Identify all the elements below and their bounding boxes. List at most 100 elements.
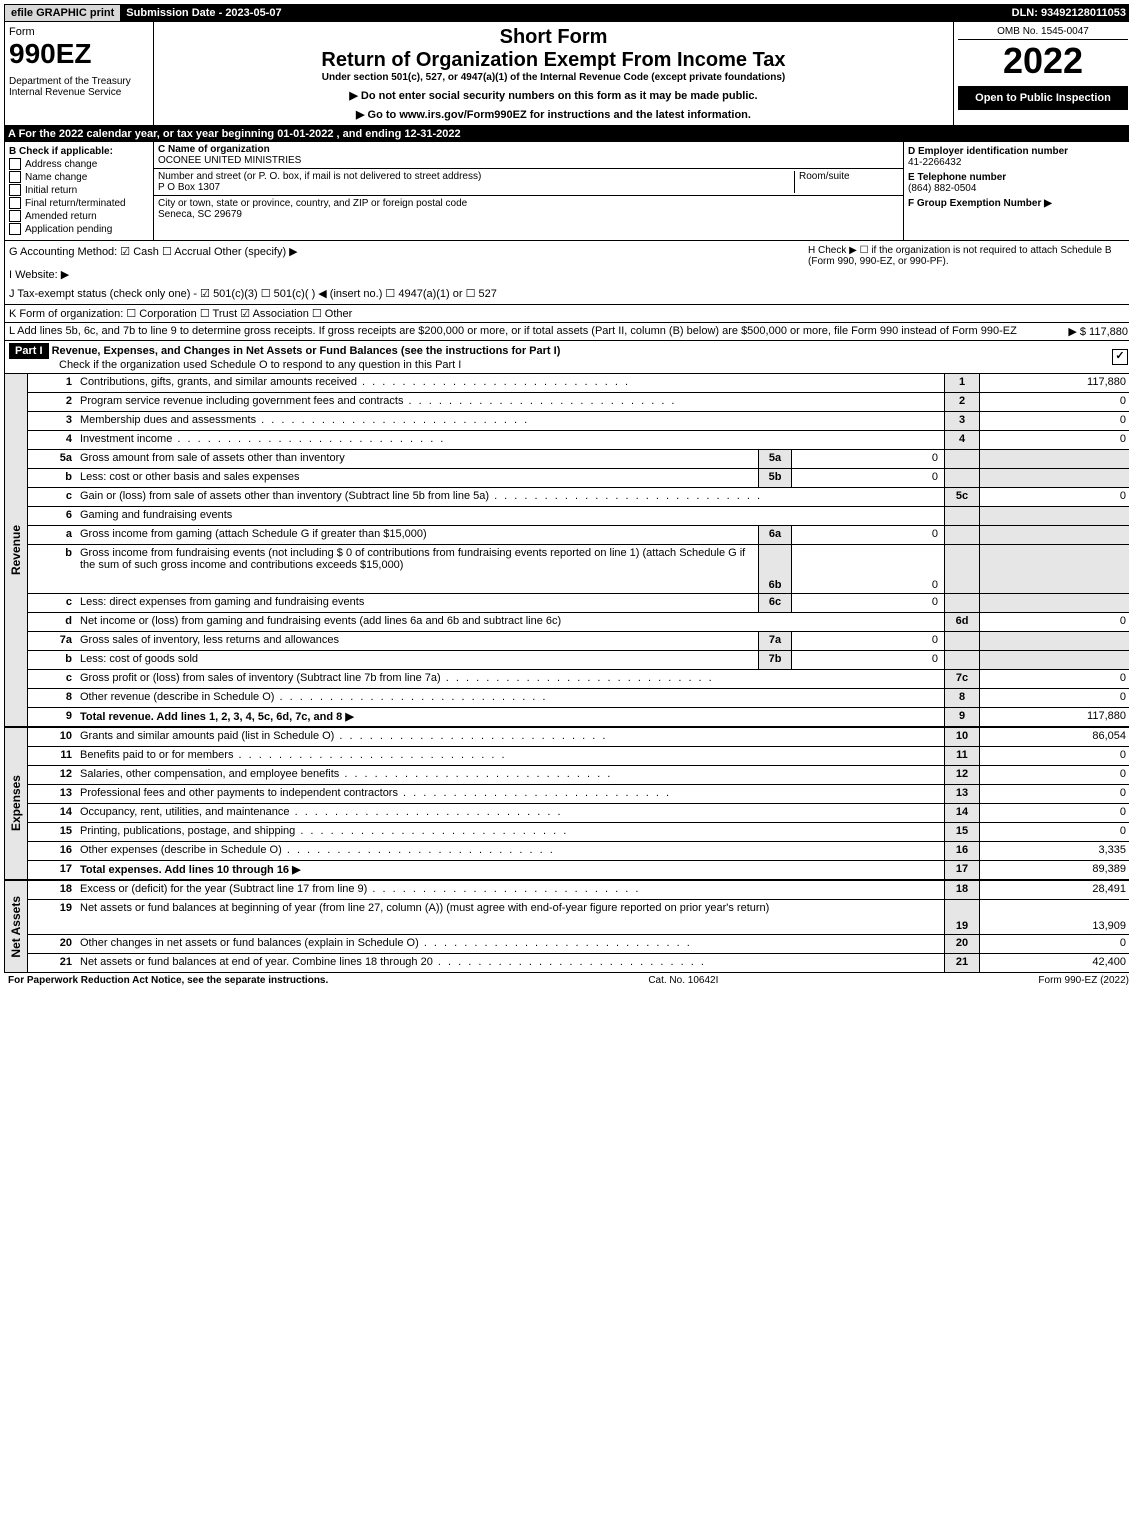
sub-line: Under section 501(c), 527, or 4947(a)(1)…	[158, 72, 949, 83]
sub-val: 0	[792, 545, 944, 593]
part1-title: Revenue, Expenses, and Changes in Net As…	[52, 345, 561, 357]
line-desc: Gross amount from sale of assets other t…	[76, 450, 758, 468]
line-desc: Gain or (loss) from sale of assets other…	[76, 488, 944, 506]
ein-label: D Employer identification number	[908, 146, 1128, 157]
line-box: 10	[944, 728, 980, 746]
line-val: 117,880	[980, 708, 1129, 726]
section-b: B Check if applicable: Address change Na…	[5, 142, 154, 240]
city-label: City or town, state or province, country…	[158, 198, 467, 209]
line-box: 15	[944, 823, 980, 841]
check-label: Application pending	[25, 224, 112, 235]
submission-date: Submission Date - 2023-05-07	[120, 5, 287, 21]
expenses-section: Expenses 10Grants and similar amounts pa…	[5, 726, 1129, 879]
line-desc: Less: cost of goods sold	[76, 651, 758, 669]
line-box: 11	[944, 747, 980, 765]
expenses-vlabel: Expenses	[5, 728, 28, 879]
line-box: 1	[944, 374, 980, 392]
sub-box: 5b	[758, 469, 792, 487]
sub-box: 6c	[758, 594, 792, 612]
check-label: Address change	[25, 159, 97, 170]
open-to-public: Open to Public Inspection	[958, 86, 1128, 110]
street-value: P O Box 1307	[158, 182, 220, 193]
sub-val: 0	[792, 651, 944, 669]
tel-label: E Telephone number	[908, 172, 1128, 183]
efile-label[interactable]: efile GRAPHIC print	[5, 5, 120, 21]
line-num: 12	[28, 766, 76, 784]
line-box: 2	[944, 393, 980, 411]
group-exemption-label: F Group Exemption Number ▶	[908, 198, 1128, 209]
line-desc: Gross profit or (loss) from sales of inv…	[76, 670, 944, 688]
line-num: 10	[28, 728, 76, 746]
line-desc: Contributions, gifts, grants, and simila…	[76, 374, 944, 392]
line-num: b	[28, 545, 76, 593]
line-box: 21	[944, 954, 980, 972]
part1-header-row: Part I Revenue, Expenses, and Changes in…	[5, 341, 1129, 374]
room-suite-label: Room/suite	[794, 171, 899, 193]
line-num: a	[28, 526, 76, 544]
check-final-return[interactable]: Final return/terminated	[9, 197, 149, 209]
form-header: Form 990EZ Department of the Treasury In…	[4, 22, 1129, 126]
check-label: Final return/terminated	[25, 198, 126, 209]
shaded-box	[944, 450, 980, 468]
line-num: 8	[28, 689, 76, 707]
shaded-box	[944, 632, 980, 650]
line-box: 12	[944, 766, 980, 784]
accounting-method: G Accounting Method: ☑ Cash ☐ Accrual Ot…	[9, 245, 788, 258]
check-amended-return[interactable]: Amended return	[9, 210, 149, 222]
check-name-change[interactable]: Name change	[9, 171, 149, 183]
tax-year: 2022	[958, 40, 1128, 82]
line-num: 15	[28, 823, 76, 841]
line-desc: Net assets or fund balances at beginning…	[76, 900, 944, 934]
line-val: 13,909	[980, 900, 1129, 934]
ssn-note: ▶ Do not enter social security numbers o…	[158, 89, 949, 102]
net-assets-vlabel: Net Assets	[5, 881, 28, 972]
line-val: 0	[980, 935, 1129, 953]
sub-box: 6a	[758, 526, 792, 544]
line-box: 6d	[944, 613, 980, 631]
line-num: b	[28, 651, 76, 669]
footer-center: Cat. No. 10642I	[648, 975, 718, 986]
section-ghij: G Accounting Method: ☑ Cash ☐ Accrual Ot…	[4, 241, 1129, 305]
dln-label: DLN: 93492128011053	[1006, 5, 1129, 21]
line-desc: Excess or (deficit) for the year (Subtra…	[76, 881, 944, 899]
city-value: Seneca, SC 29679	[158, 209, 242, 220]
net-assets-section: Net Assets 18Excess or (deficit) for the…	[5, 879, 1129, 972]
line-val: 0	[980, 488, 1129, 506]
line-num: 20	[28, 935, 76, 953]
url-note[interactable]: ▶ Go to www.irs.gov/Form990EZ for instru…	[158, 108, 949, 121]
line-num: 6	[28, 507, 76, 525]
line-num: 11	[28, 747, 76, 765]
shaded-val	[980, 526, 1129, 544]
line-num: 14	[28, 804, 76, 822]
check-application-pending[interactable]: Application pending	[9, 223, 149, 235]
line-num: 19	[28, 900, 76, 934]
shaded-val	[980, 594, 1129, 612]
line-val: 86,054	[980, 728, 1129, 746]
line-desc: Gross sales of inventory, less returns a…	[76, 632, 758, 650]
line-val: 0	[980, 393, 1129, 411]
check-label: Initial return	[25, 185, 77, 196]
check-initial-return[interactable]: Initial return	[9, 184, 149, 196]
line-val: 0	[980, 785, 1129, 803]
line-val: 0	[980, 670, 1129, 688]
check-label: Name change	[25, 172, 87, 183]
section-l-amount: ▶ $ 117,880	[1028, 325, 1128, 338]
shaded-box	[944, 526, 980, 544]
check-address-change[interactable]: Address change	[9, 158, 149, 170]
line-desc: Occupancy, rent, utilities, and maintena…	[76, 804, 944, 822]
line-num: c	[28, 670, 76, 688]
line-box: 3	[944, 412, 980, 430]
part1-label: Part I	[9, 343, 49, 359]
line-desc: Program service revenue including govern…	[76, 393, 944, 411]
line-box: 14	[944, 804, 980, 822]
line-desc: Less: cost or other basis and sales expe…	[76, 469, 758, 487]
shaded-box	[944, 651, 980, 669]
line-val: 117,880	[980, 374, 1129, 392]
line-num: 7a	[28, 632, 76, 650]
sub-val: 0	[792, 450, 944, 468]
top-bar: efile GRAPHIC print Submission Date - 20…	[4, 4, 1129, 22]
sub-box: 7a	[758, 632, 792, 650]
schedule-o-checkbox[interactable]: ✓	[1112, 349, 1128, 365]
revenue-section: Revenue 1Contributions, gifts, grants, a…	[5, 374, 1129, 726]
return-title: Return of Organization Exempt From Incom…	[158, 49, 949, 72]
